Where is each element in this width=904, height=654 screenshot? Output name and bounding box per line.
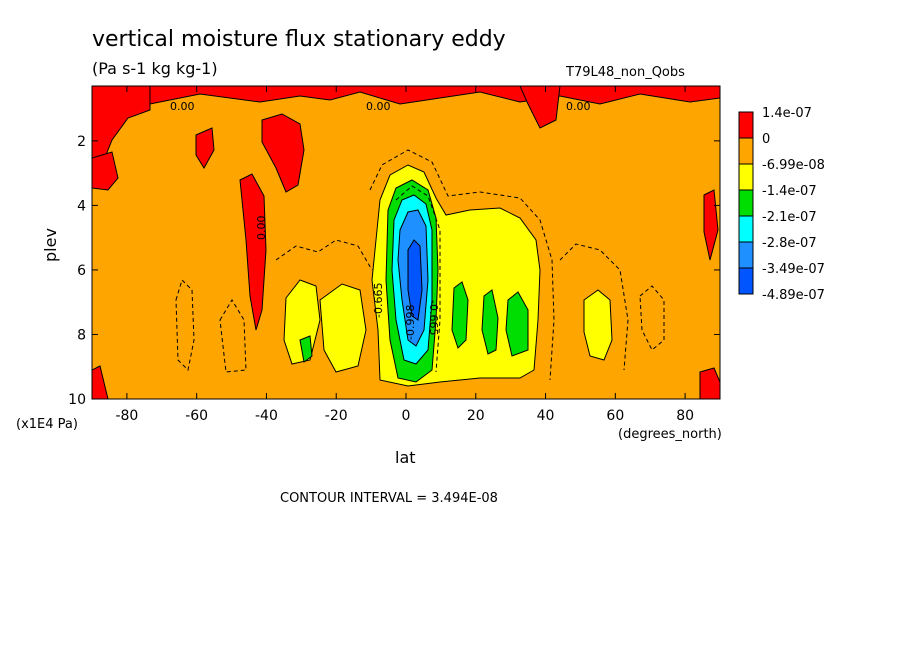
dashed-contour-north-2 <box>639 285 665 351</box>
core-regions <box>391 194 433 365</box>
x-tick-label: 60 <box>606 408 624 424</box>
colorbar-label: -4.89e-07 <box>762 288 825 303</box>
positive-strip-south <box>239 173 267 331</box>
colorbar-label: 1.4e-07 <box>762 106 812 121</box>
dashed-contour-south-2 <box>219 299 247 373</box>
colorbar-swatch-3 <box>738 189 754 217</box>
units-label: (Pa s-1 kg kg-1) <box>92 59 218 78</box>
contour-label-7: -0.998 <box>404 305 417 340</box>
green-north-3 <box>505 291 529 357</box>
yellow-north-1 <box>583 289 613 361</box>
colorbar-label: -2.8e-07 <box>762 236 817 251</box>
y-units-label: (x1E4 Pa) <box>16 417 78 432</box>
contour-label-4: 0.00 <box>255 216 268 241</box>
y-tick-label: 8 <box>77 327 86 343</box>
positive-top-right <box>519 86 561 129</box>
contour-label-2: 0.00 <box>366 100 391 113</box>
x-tick-label: 20 <box>467 408 485 424</box>
x-tick-label: 40 <box>537 408 555 424</box>
positive-cell-south-2 <box>261 113 305 193</box>
x-tick-label: -40 <box>255 408 278 424</box>
x-axis-label: lat <box>395 448 416 467</box>
dashed-contour-outer-tropics <box>369 149 555 381</box>
contour-label-6: -0.665 <box>427 300 440 335</box>
x-tick-label: 0 <box>402 408 411 424</box>
colorbar-swatch-0 <box>738 111 754 139</box>
colorbar-label: -1.4e-07 <box>762 184 817 199</box>
x-tick-label: -60 <box>185 408 208 424</box>
colorbar: 1.4e-07 0 -6.99e-08 -1.4e-07 -2.1e-07 -2.8e-0… <box>738 106 825 303</box>
positive-cell-left-edge <box>92 151 119 191</box>
contour-label-1: 0.00 <box>170 100 195 113</box>
contour-field: 0.00 0.00 0.00 0.00 -0.665 -0.665 -0.998 <box>92 86 720 399</box>
positive-top-band <box>92 86 720 105</box>
yellow-south-mid <box>319 283 367 373</box>
colorbar-label: -6.99e-08 <box>762 158 825 173</box>
colorbar-swatch-1 <box>738 137 754 165</box>
colorbar-label: 0 <box>762 132 770 147</box>
colorbar-label: -3.49e-07 <box>762 262 825 277</box>
x-tick-label: 80 <box>676 408 694 424</box>
contour-label-3: 0.00 <box>566 100 591 113</box>
positive-bottom-right <box>699 367 720 399</box>
colorbar-swatch-4 <box>738 215 754 243</box>
dashed-contour-south-1 <box>175 279 195 372</box>
colorbar-swatch-6 <box>738 267 754 295</box>
green-south-1 <box>299 335 313 363</box>
y-tick-label: 10 <box>68 392 86 408</box>
colorbar-label: -2.1e-07 <box>762 210 817 225</box>
contour-labels: 0.00 0.00 0.00 0.00 -0.665 -0.665 -0.998 <box>170 100 591 340</box>
positive-cell-south-1 <box>195 127 215 169</box>
dashed-contour-inner-tropics <box>395 185 441 373</box>
y-tick-label: 2 <box>77 134 86 150</box>
green-north-2 <box>481 289 499 355</box>
y-axis-label: plev <box>41 228 60 262</box>
dashed-contour-north-1 <box>559 243 629 371</box>
contour-label-5: -0.665 <box>372 283 385 318</box>
positive-regions <box>92 86 720 399</box>
x-units-label: (degrees_north) <box>618 427 722 442</box>
y-tick-label: 4 <box>77 198 86 214</box>
contour-interval-label: CONTOUR INTERVAL = 3.494E-08 <box>280 491 498 506</box>
chart-title: vertical moisture flux stationary eddy <box>92 27 506 52</box>
green-north-1 <box>451 281 469 349</box>
tropical-deep-blue <box>407 239 423 321</box>
axes: -80 -60 -40 -20 0 20 40 60 80 2 4 6 8 10 <box>68 86 720 424</box>
positive-right-edge <box>703 189 719 261</box>
x-tick-label: -80 <box>115 408 138 424</box>
dashed-contour-south-3 <box>275 239 373 271</box>
colorbar-swatch-5 <box>738 241 754 269</box>
y-tick-label: 6 <box>77 263 86 279</box>
positive-bottom-left <box>92 365 109 399</box>
run-label: T79L48_non_Qobs <box>565 65 685 80</box>
dashed-contours <box>175 149 665 381</box>
colorbar-swatch-2 <box>738 163 754 191</box>
x-tick-label: -20 <box>325 408 348 424</box>
